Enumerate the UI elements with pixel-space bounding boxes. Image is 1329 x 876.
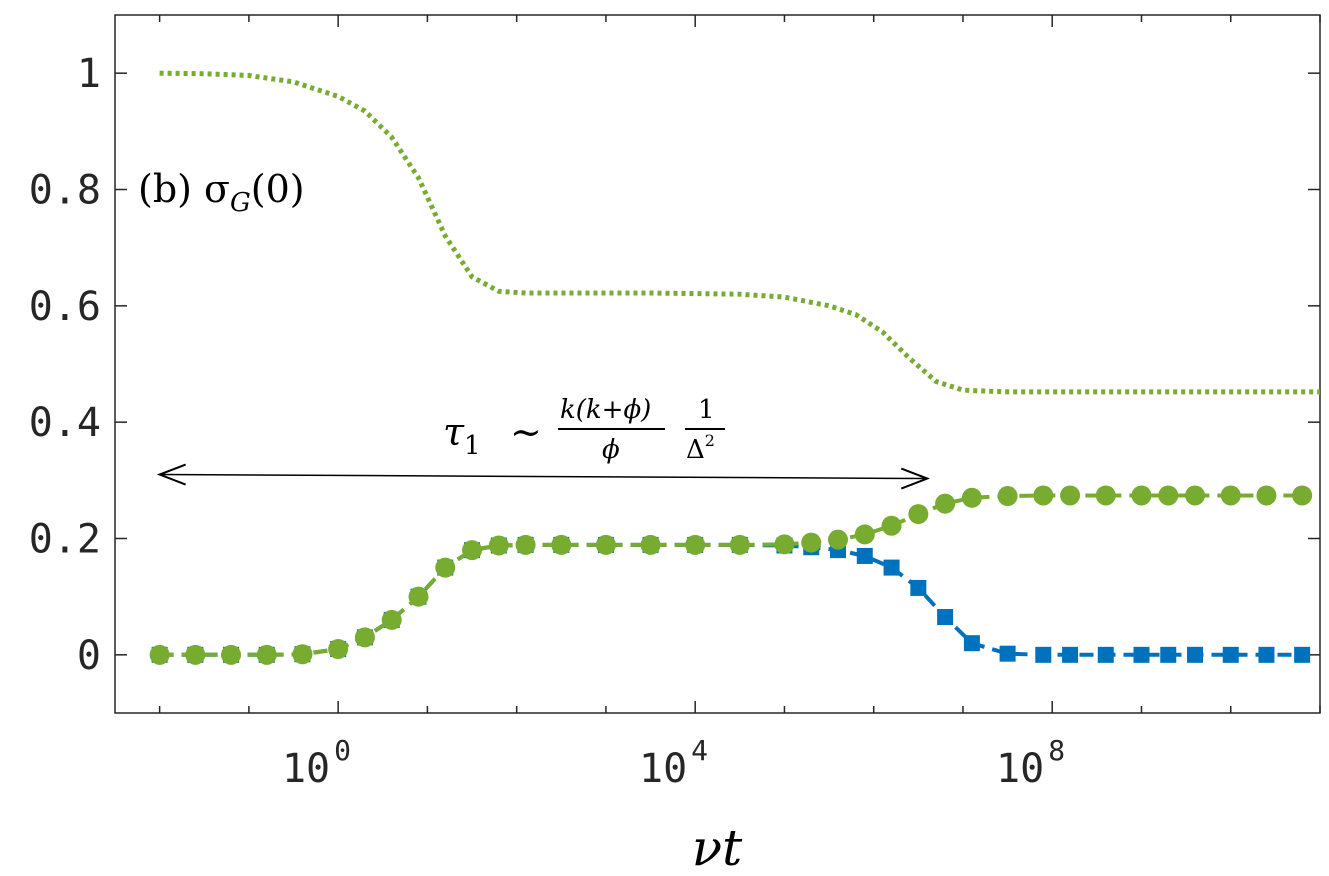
series-marker-circle <box>354 627 375 648</box>
series-marker-circle <box>256 644 277 665</box>
series-marker-square <box>1187 646 1204 663</box>
y-tick-label: 0.6 <box>29 284 101 330</box>
tau-symbol: τ1 <box>443 410 481 461</box>
series-marker-circle <box>381 609 402 630</box>
series-marker-square <box>1062 646 1079 663</box>
arrow-shaft <box>159 473 928 480</box>
series-marker-circle <box>801 532 822 553</box>
series-marker-circle <box>488 535 509 556</box>
series-marker-circle <box>1131 485 1152 506</box>
x-tick-exponent: 0 <box>334 734 351 767</box>
series-marker-circle <box>551 534 572 555</box>
series-marker-square <box>883 559 900 576</box>
series-marker-circle <box>515 534 536 555</box>
series-marker-circle <box>935 493 956 514</box>
series-marker-circle <box>1033 485 1054 506</box>
arrow-head-right <box>900 467 931 490</box>
series-marker-circle <box>685 534 706 555</box>
series-marker-square <box>910 579 927 596</box>
series-marker-circle <box>729 534 750 555</box>
series-marker-circle <box>1185 485 1206 506</box>
tau-numerator: k(k+ϕ) <box>560 395 651 425</box>
series-marker-circle <box>462 540 483 561</box>
axis-labels: νt <box>692 819 743 876</box>
series-clip <box>149 70 1320 665</box>
panel-label: (b) σG(0) <box>138 167 305 218</box>
series-marker-circle <box>997 486 1018 507</box>
series-marker-circle <box>961 487 982 508</box>
series-marker-circle <box>881 515 902 536</box>
series-marker-circle <box>1292 485 1313 506</box>
series-marker-square <box>963 635 980 652</box>
tau-denominator: ϕ <box>602 435 620 465</box>
series-marker-square <box>1035 646 1052 663</box>
series-layer <box>149 70 1320 665</box>
series-marker-circle <box>640 534 661 555</box>
tau-double-arrow <box>156 463 931 490</box>
y-tick-label: 0.2 <box>29 517 101 563</box>
series-marker-circle <box>149 644 170 665</box>
y-tick-label: 0.8 <box>29 168 101 214</box>
annotation-layer: (b) σG(0) τ1 ∼ k(k+ϕ) ϕ 1 Δ2 <box>138 167 931 490</box>
series-marker-circle <box>774 534 795 555</box>
series-marker-square <box>1160 646 1177 663</box>
series-marker-square <box>1258 646 1275 663</box>
plot-area <box>114 14 1321 714</box>
y-tick-label: 0.4 <box>29 400 101 446</box>
series-line-0 <box>159 70 1320 395</box>
x-tick-label: 10 <box>996 746 1044 792</box>
series-marker-square <box>999 645 1016 662</box>
x-tick-exponent: 8 <box>1048 734 1065 767</box>
tau-denominator-2: Δ2 <box>686 431 715 465</box>
series-marker-circle <box>328 639 349 660</box>
x-tick-exponent: 4 <box>691 734 708 767</box>
series-marker-circle <box>1220 485 1241 506</box>
arrow-head-left <box>156 463 186 486</box>
series-marker-circle <box>435 557 456 578</box>
tau-sim: ∼ <box>510 410 542 454</box>
y-tick-label: 1 <box>77 51 101 97</box>
series-marker-circle <box>221 644 242 665</box>
series-marker-circle <box>292 644 313 665</box>
series-marker-circle <box>1060 485 1081 506</box>
series-marker-circle <box>185 644 206 665</box>
series-marker-circle <box>854 524 875 545</box>
y-tick-label: 0 <box>77 633 101 679</box>
series-marker-square <box>1133 646 1150 663</box>
series-marker-circle <box>828 529 848 550</box>
series-marker-square <box>1222 646 1239 663</box>
tau-numerator-2: 1 <box>698 395 715 425</box>
series-marker-square <box>1294 646 1311 663</box>
series-marker-circle <box>1095 485 1116 506</box>
x-tick-label: 10 <box>282 746 330 792</box>
series-marker-square <box>1097 646 1114 663</box>
series-marker-circle <box>1158 485 1179 506</box>
series-marker-circle <box>1256 485 1277 506</box>
x-axis-label: νt <box>692 819 743 876</box>
series-marker-circle <box>595 534 616 555</box>
series-marker-square <box>856 547 873 564</box>
series-marker-circle <box>908 504 929 525</box>
x-tick-label: 10 <box>639 746 687 792</box>
series-marker-circle <box>408 586 429 607</box>
series-marker-square <box>937 609 954 626</box>
